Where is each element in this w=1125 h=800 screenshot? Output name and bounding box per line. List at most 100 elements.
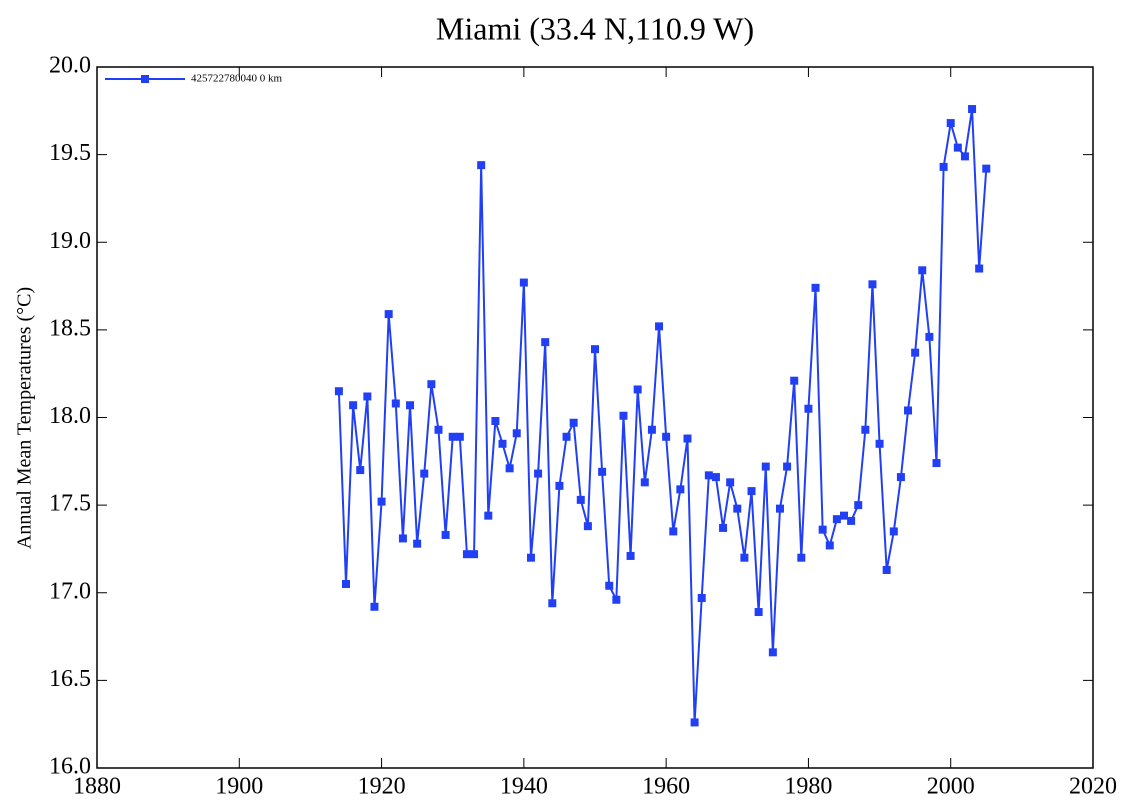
point xyxy=(626,551,635,560)
point xyxy=(889,527,898,536)
point xyxy=(406,401,415,410)
point xyxy=(747,487,756,496)
point xyxy=(960,152,969,161)
point xyxy=(982,164,991,173)
point xyxy=(868,280,877,289)
point xyxy=(526,553,535,562)
point xyxy=(775,504,784,513)
point xyxy=(669,527,678,536)
point xyxy=(904,406,913,415)
point xyxy=(633,385,642,394)
point xyxy=(591,345,599,354)
point xyxy=(484,511,493,520)
point xyxy=(548,599,557,608)
point xyxy=(420,469,429,478)
point xyxy=(975,264,984,273)
point xyxy=(598,467,607,476)
point xyxy=(569,418,578,427)
point xyxy=(477,161,486,170)
chart-title: Miami (33.4 N,110.9 W) xyxy=(436,10,754,46)
point xyxy=(854,501,863,510)
x-tick-label: 1880 xyxy=(73,774,121,800)
point xyxy=(882,565,891,574)
point xyxy=(619,411,628,420)
y-axis-label: Annual Mean Temperatures (°C) xyxy=(14,287,36,549)
point xyxy=(704,471,713,480)
point xyxy=(334,387,343,396)
y-tick-label: 18.5 xyxy=(49,315,91,341)
x-tick-label: 2000 xyxy=(927,774,975,800)
point xyxy=(427,380,436,389)
y-tick-label: 17.0 xyxy=(49,578,91,604)
x-tick-label: 2020 xyxy=(1069,774,1117,800)
point xyxy=(711,473,720,482)
point xyxy=(768,648,777,657)
y-tick-label: 18.0 xyxy=(49,403,91,429)
point xyxy=(847,516,856,525)
point xyxy=(733,504,742,513)
y-tick-label: 20.0 xyxy=(49,53,91,79)
point xyxy=(783,462,792,471)
point xyxy=(605,581,614,590)
point xyxy=(818,525,827,534)
point xyxy=(662,432,671,441)
point xyxy=(832,515,841,524)
point xyxy=(349,401,358,410)
point xyxy=(918,266,927,275)
point xyxy=(356,466,365,475)
point xyxy=(576,495,585,504)
point xyxy=(683,434,692,443)
x-tick-label: 1900 xyxy=(215,774,263,800)
point xyxy=(953,143,962,152)
point xyxy=(505,464,514,473)
x-tick-label: 1960 xyxy=(642,774,690,800)
point xyxy=(946,119,955,128)
point xyxy=(861,425,870,434)
point xyxy=(470,550,479,559)
point xyxy=(441,530,450,539)
point xyxy=(647,425,656,434)
point xyxy=(896,473,905,482)
point xyxy=(968,105,977,114)
point xyxy=(491,417,500,426)
point xyxy=(932,459,941,468)
y-tick-label: 19.5 xyxy=(49,140,91,166)
x-tick-label: 1920 xyxy=(358,774,406,800)
point xyxy=(519,278,528,287)
point xyxy=(939,162,948,171)
point xyxy=(690,718,699,727)
point xyxy=(342,579,350,588)
point xyxy=(455,432,464,441)
point xyxy=(640,478,649,487)
point xyxy=(825,541,834,550)
point xyxy=(740,553,749,562)
point xyxy=(555,481,564,490)
legend-label: 425722780040 0 km xyxy=(191,73,283,85)
point xyxy=(462,550,471,559)
x-tick-label: 1940 xyxy=(500,774,548,800)
series-line xyxy=(337,108,988,723)
point xyxy=(754,608,763,617)
y-tick-label: 16.0 xyxy=(49,754,91,780)
point xyxy=(840,511,848,520)
point xyxy=(512,429,521,438)
point xyxy=(498,439,507,448)
point xyxy=(804,404,813,413)
point xyxy=(391,399,400,408)
point xyxy=(534,469,543,478)
point xyxy=(655,322,664,331)
y-tick-label: 16.5 xyxy=(49,666,91,692)
point xyxy=(377,497,386,506)
point xyxy=(726,478,735,487)
point xyxy=(413,539,422,548)
point xyxy=(790,376,799,385)
point xyxy=(398,534,407,543)
point xyxy=(697,594,706,603)
point xyxy=(875,439,884,448)
point xyxy=(811,283,820,292)
point xyxy=(583,522,592,531)
point xyxy=(925,332,934,341)
point xyxy=(676,485,685,494)
point xyxy=(370,602,379,611)
point xyxy=(761,462,770,471)
